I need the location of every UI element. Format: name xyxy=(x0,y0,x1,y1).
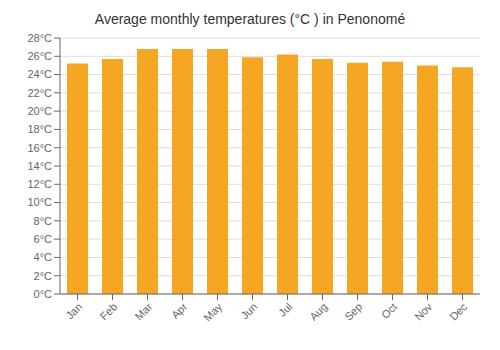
svg-text:Sep: Sep xyxy=(342,300,364,322)
svg-text:Jul: Jul xyxy=(276,300,294,318)
svg-text:Jan: Jan xyxy=(63,300,84,321)
svg-text:0°C: 0°C xyxy=(34,288,53,300)
svg-text:Jun: Jun xyxy=(238,300,259,321)
svg-text:Dec: Dec xyxy=(447,300,470,323)
svg-text:2°C: 2°C xyxy=(34,270,53,282)
svg-text:6°C: 6°C xyxy=(34,233,53,245)
html-text:Average monthly temperatures (: Average monthly temperatures (°C ) in Pe… xyxy=(94,11,406,27)
svg-text:16°C: 16°C xyxy=(27,142,52,154)
svg-text:22°C: 22°C xyxy=(27,87,52,99)
svg-text:Apr: Apr xyxy=(169,300,190,321)
svg-text:8°C: 8°C xyxy=(34,215,53,227)
svg-text:20°C: 20°C xyxy=(27,105,52,117)
svg-text:18°C: 18°C xyxy=(27,123,52,135)
svg-text:Feb: Feb xyxy=(98,300,120,322)
svg-text:Aug: Aug xyxy=(307,300,329,322)
svg-text:26°C: 26°C xyxy=(27,50,52,62)
svg-text:28°C: 28°C xyxy=(27,32,52,44)
svg-text:Oct: Oct xyxy=(379,300,400,321)
svg-text:May: May xyxy=(201,300,225,324)
svg-text:14°C: 14°C xyxy=(27,160,52,172)
svg-text:10°C: 10°C xyxy=(27,196,52,208)
svg-text:12°C: 12°C xyxy=(27,178,52,190)
svg-text:4°C: 4°C xyxy=(34,251,53,263)
svg-text:24°C: 24°C xyxy=(27,68,52,80)
svg-text:Mar: Mar xyxy=(133,300,155,322)
svg-text:Nov: Nov xyxy=(412,300,435,323)
